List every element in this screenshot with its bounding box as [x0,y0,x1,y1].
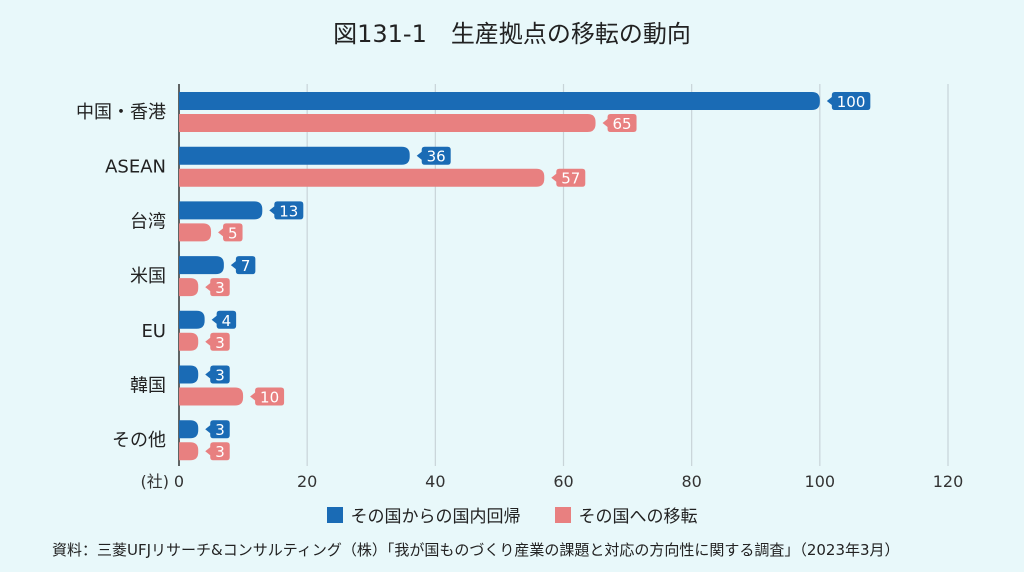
bar-return [179,146,410,165]
data-label: 13 [279,202,298,220]
x-axis-unit: (社) [141,472,170,491]
category-label: EU [141,321,166,342]
data-label: 3 [215,367,225,385]
data-label-badge [211,310,237,329]
data-label: 36 [427,148,446,166]
bar-transfer [179,223,212,242]
category-label: 中国・香港 [76,102,166,123]
data-label-badge [230,256,256,275]
legend-swatch-blue [326,506,343,523]
x-tick-label: 20 [297,472,317,491]
bar-transfer [179,168,545,187]
data-label: 5 [228,224,238,242]
legend: その国からの国内回帰 その国への移転 [0,502,1024,527]
data-label: 3 [215,334,225,352]
data-label-badge [205,278,230,297]
x-tick-label: 40 [425,472,445,491]
data-label-badge [269,201,304,220]
category-label: 韓国 [130,376,166,397]
legend-item-return: その国からの国内回帰 [326,502,521,527]
bar-transfer [179,114,596,132]
bar-transfer [179,278,199,297]
data-label-badge [218,223,243,242]
data-label: 3 [215,279,225,297]
bar-return [179,256,224,275]
category-label: 米国 [130,266,166,287]
data-label: 100 [837,93,866,111]
data-label-badge [551,168,586,187]
legend-swatch-pink [554,506,571,523]
data-label-badge [416,146,451,165]
data-label-badge [602,114,637,132]
category-label: その他 [112,430,166,451]
legend-item-transfer: その国への移転 [554,502,698,527]
category-label: 台湾 [130,211,166,232]
bar-return [179,201,263,220]
bar-return [179,420,199,439]
bar-return [179,310,205,329]
data-label-badge [826,92,871,110]
data-label-badge [205,420,230,439]
legend-label-transfer: その国への移転 [578,507,698,527]
bar-chart: 0 20 40 60 80 100 120 (社) 中国・香港 100 65 ASEAN 36 57 台湾 1… [76,84,964,491]
data-label: 10 [260,389,279,407]
data-label-badge [205,442,230,461]
bar-return [179,92,820,110]
data-label: 4 [222,312,232,330]
data-label-badge [250,387,285,406]
data-label: 7 [241,257,251,275]
data-label-badge [205,332,230,351]
data-label: 3 [215,421,225,439]
bar-return [179,365,199,384]
data-label: 57 [561,170,580,188]
x-tick-label: 0 [174,472,184,491]
bar-transfer [179,332,199,351]
x-tick-label: 80 [681,472,701,491]
x-tick-label: 60 [553,472,573,491]
data-label: 65 [612,115,631,133]
data-label: 3 [215,443,225,461]
chart-title: 図131-1 生産拠点の移転の動向 [333,20,691,48]
bar-transfer [179,442,199,461]
category-label: ASEAN [105,157,166,178]
x-tick-label: 100 [805,472,836,491]
bar-transfer [179,387,244,406]
source-note: 資料：三菱UFJリサーチ&コンサルティング（株）「我が国ものづくり産業の課題と対… [52,541,900,559]
data-label-badge [205,365,230,384]
legend-label-return: その国からの国内回帰 [350,507,521,527]
x-tick-label: 120 [933,472,964,491]
